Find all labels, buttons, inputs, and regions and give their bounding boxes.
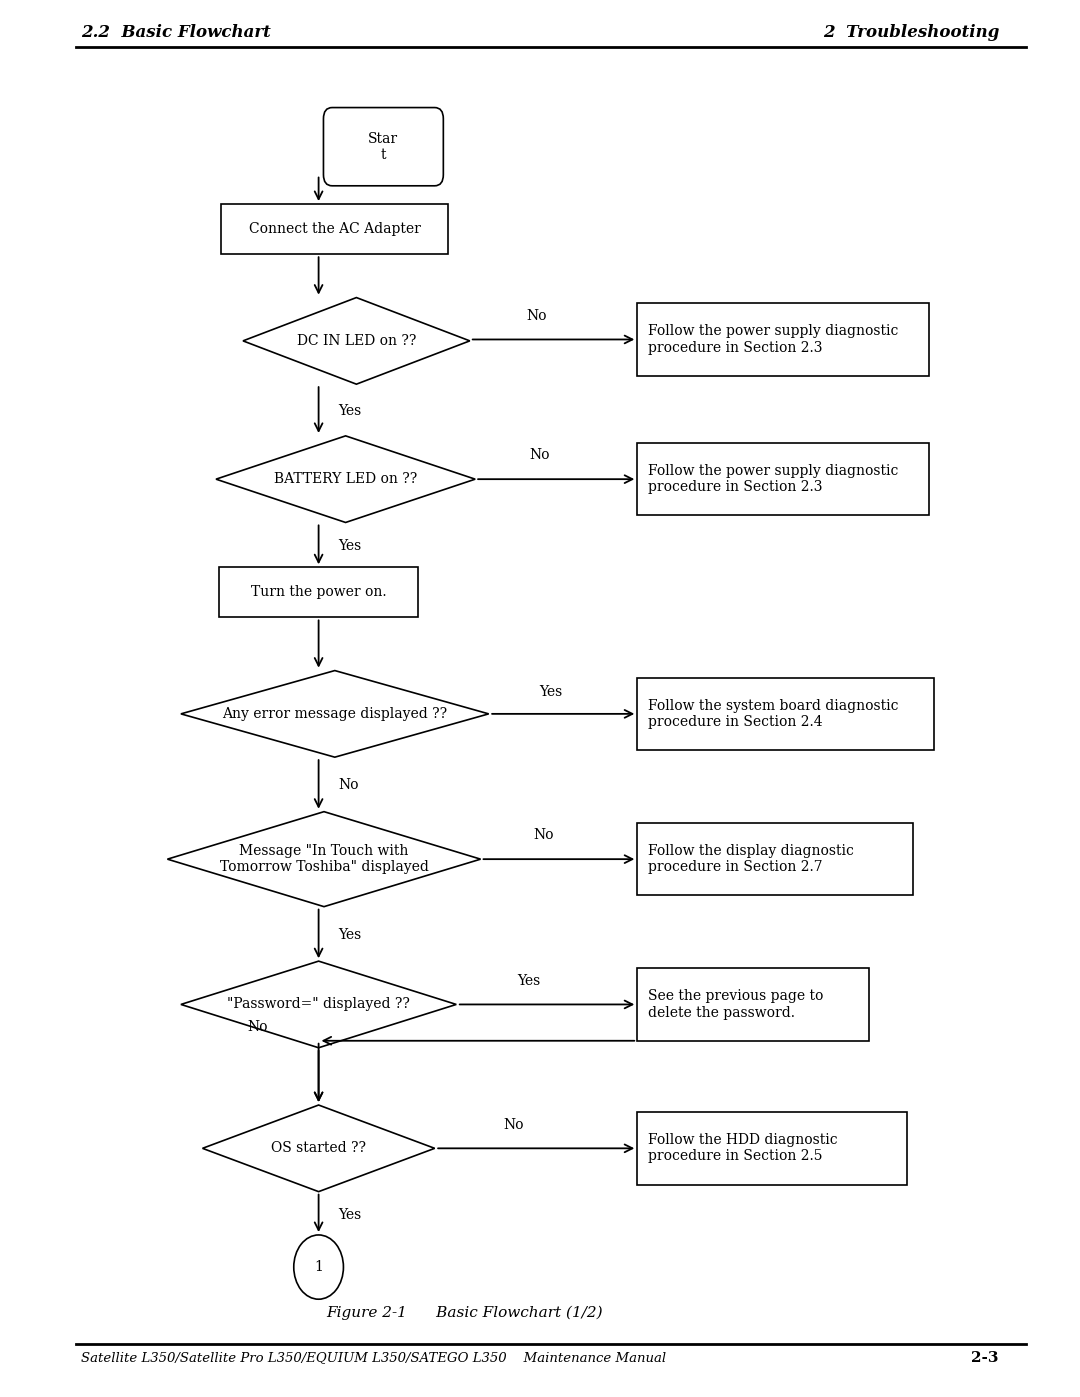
Polygon shape (180, 961, 457, 1048)
Bar (637, 1112, 907, 1185)
Text: No: No (504, 1118, 524, 1132)
Text: Message "In Touch with
Tomorrow Toshiba" displayed: Message "In Touch with Tomorrow Toshiba"… (219, 844, 429, 875)
Bar (637, 303, 929, 376)
Text: No: No (527, 309, 546, 323)
Text: Yes: Yes (539, 685, 563, 698)
Bar (637, 443, 929, 515)
Bar (221, 204, 448, 254)
Bar (218, 567, 418, 617)
Bar (637, 968, 869, 1041)
Text: Star
t: Star t (368, 131, 399, 162)
Text: No: No (338, 778, 359, 792)
Text: Yes: Yes (338, 539, 362, 553)
Polygon shape (203, 1105, 434, 1192)
Text: Satellite L350/Satellite Pro L350/EQUIUM L350/SATEGO L350    Maintenance Manual: Satellite L350/Satellite Pro L350/EQUIUM… (81, 1351, 666, 1363)
Text: No: No (530, 448, 550, 462)
Text: OS started ??: OS started ?? (271, 1141, 366, 1155)
Text: "Password=" displayed ??: "Password=" displayed ?? (227, 997, 410, 1011)
Text: 2  Troubleshooting: 2 Troubleshooting (823, 24, 999, 41)
Text: No: No (534, 828, 553, 842)
Circle shape (294, 1235, 343, 1299)
Text: Follow the power supply diagnostic
procedure in Section 2.3: Follow the power supply diagnostic proce… (648, 324, 899, 355)
Text: Yes: Yes (338, 404, 362, 418)
Text: Connect the AC Adapter: Connect the AC Adapter (248, 222, 421, 236)
Text: Follow the system board diagnostic
procedure in Section 2.4: Follow the system board diagnostic proce… (648, 698, 899, 729)
Text: Figure 2-1      Basic Flowchart (1/2): Figure 2-1 Basic Flowchart (1/2) (326, 1306, 603, 1320)
Polygon shape (243, 298, 470, 384)
Text: 1: 1 (314, 1260, 323, 1274)
Bar (637, 823, 913, 895)
Text: No: No (247, 1020, 268, 1034)
Polygon shape (216, 436, 475, 522)
Polygon shape (181, 671, 488, 757)
FancyBboxPatch shape (324, 108, 443, 186)
Text: BATTERY LED on ??: BATTERY LED on ?? (274, 472, 417, 486)
Text: Follow the display diagnostic
procedure in Section 2.7: Follow the display diagnostic procedure … (648, 844, 854, 875)
Text: Yes: Yes (338, 1208, 362, 1222)
Text: DC IN LED on ??: DC IN LED on ?? (297, 334, 416, 348)
Polygon shape (167, 812, 481, 907)
Text: Yes: Yes (517, 974, 541, 988)
Bar (637, 678, 934, 750)
Text: Turn the power on.: Turn the power on. (251, 585, 387, 599)
Text: 2-3: 2-3 (972, 1351, 999, 1365)
Text: See the previous page to
delete the password.: See the previous page to delete the pass… (648, 989, 823, 1020)
Text: 2.2  Basic Flowchart: 2.2 Basic Flowchart (81, 24, 271, 41)
Text: Follow the power supply diagnostic
procedure in Section 2.3: Follow the power supply diagnostic proce… (648, 464, 899, 495)
Text: Yes: Yes (338, 928, 362, 942)
Text: Follow the HDD diagnostic
procedure in Section 2.5: Follow the HDD diagnostic procedure in S… (648, 1133, 838, 1164)
Text: Any error message displayed ??: Any error message displayed ?? (222, 707, 447, 721)
